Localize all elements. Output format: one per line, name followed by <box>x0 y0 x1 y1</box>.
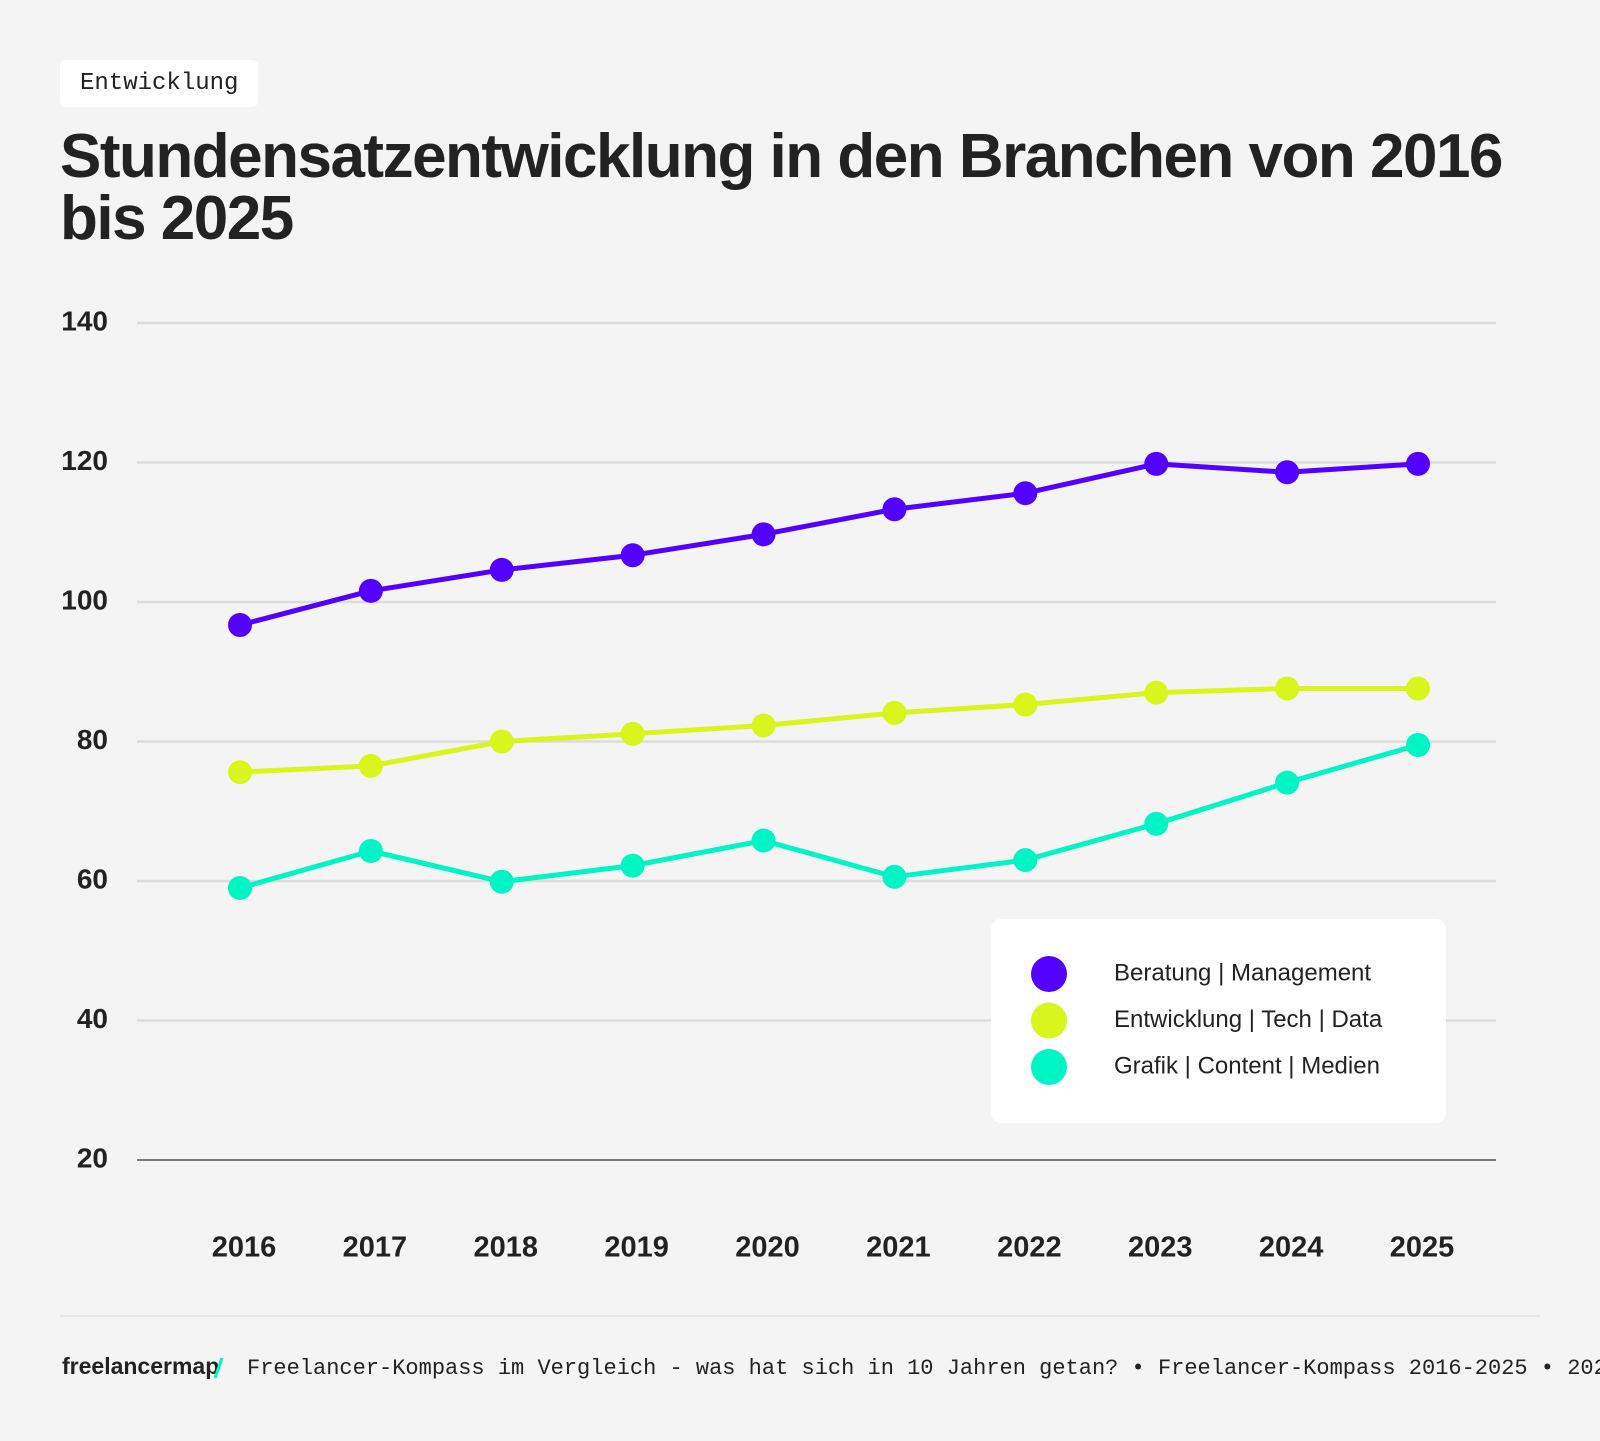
tag: Entwicklung <box>60 60 259 107</box>
legend-label: Entwicklung | Tech | Data <box>1114 1006 1383 1033</box>
data-point <box>1275 676 1300 701</box>
x-tick-label: 2022 <box>997 1232 1062 1264</box>
data-point <box>1013 848 1038 873</box>
legend-label: Beratung | Management <box>1114 959 1371 986</box>
legend-swatch <box>1031 1049 1067 1085</box>
data-point <box>358 753 383 778</box>
data-point <box>1406 451 1430 476</box>
y-tick-label: 20 <box>77 1142 108 1173</box>
y-tick-label: 40 <box>77 1003 108 1034</box>
y-tick-label: 80 <box>77 724 108 755</box>
x-tick-label: 2024 <box>1259 1232 1324 1264</box>
legend-swatch <box>1031 1002 1067 1039</box>
data-point <box>228 760 252 785</box>
y-tick-label: 100 <box>61 584 108 615</box>
data-point <box>882 497 907 522</box>
legend-label: Grafik | Content | Medien <box>1114 1052 1380 1079</box>
data-point <box>1144 811 1169 836</box>
legend-swatch <box>1031 956 1067 992</box>
data-point <box>228 613 252 638</box>
y-tick-label: 120 <box>61 445 108 476</box>
data-point <box>1144 451 1169 476</box>
x-tick-label: 2017 <box>343 1232 408 1264</box>
data-point <box>751 713 776 738</box>
data-point <box>228 875 252 900</box>
data-point <box>489 557 514 582</box>
data-point <box>751 522 776 547</box>
legend-box <box>991 919 1446 1123</box>
series-line <box>239 742 1419 891</box>
data-point <box>1013 692 1038 717</box>
data-point <box>1013 481 1038 506</box>
data-point <box>1275 770 1300 795</box>
series-line <box>239 685 1418 775</box>
x-tick-label: 2016 <box>212 1232 277 1264</box>
data-point <box>751 828 776 853</box>
data-point <box>1406 732 1430 757</box>
series-line <box>239 461 1419 628</box>
brand-slash <box>213 1357 224 1379</box>
x-tick-label: 2023 <box>1128 1232 1193 1264</box>
data-point <box>620 721 645 746</box>
data-point <box>882 700 907 725</box>
data-point <box>882 864 907 889</box>
data-point <box>1406 676 1430 701</box>
data-point <box>489 869 514 894</box>
x-tick-label: 2018 <box>474 1232 539 1264</box>
x-tick-label: 2025 <box>1390 1232 1455 1264</box>
chart-title: Stundensatzentwicklung in den Branchen v… <box>60 122 1503 253</box>
brand: freelancermap <box>62 1353 219 1379</box>
footer-text: Freelancer-Kompass im Vergleich - was ha… <box>247 1356 1600 1381</box>
y-tick-label: 140 <box>61 305 108 336</box>
data-point <box>358 578 383 603</box>
x-tick-label: 2021 <box>866 1232 931 1264</box>
data-point <box>1144 680 1169 705</box>
x-tick-label: 2019 <box>604 1232 669 1264</box>
data-point <box>358 839 383 864</box>
data-point <box>489 729 514 754</box>
data-point <box>1275 460 1300 485</box>
y-tick-label: 60 <box>77 863 108 894</box>
data-point <box>620 853 645 878</box>
x-tick-label: 2020 <box>735 1232 800 1264</box>
data-point <box>620 543 645 568</box>
